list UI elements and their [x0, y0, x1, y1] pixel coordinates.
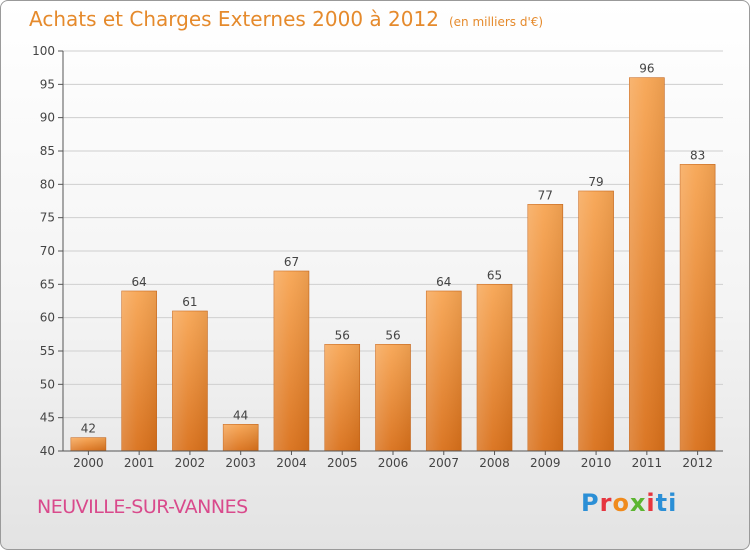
- bar-shine: [426, 291, 462, 451]
- y-tick-label: 100: [32, 44, 55, 58]
- x-tick-label: 2003: [225, 456, 256, 470]
- bar-value-label: 77: [538, 188, 553, 202]
- y-tick-label: 45: [40, 411, 55, 425]
- bar-shine: [629, 77, 665, 452]
- bar-value-label: 79: [588, 175, 603, 189]
- bar-shine: [70, 437, 106, 451]
- y-tick-label: 60: [40, 311, 55, 325]
- x-tick-label: 2012: [682, 456, 713, 470]
- bar-value-label: 64: [436, 275, 451, 289]
- bar-value-label: 64: [132, 275, 147, 289]
- chart-subtitle: (en milliers d'€): [448, 15, 544, 29]
- x-tick-label: 2005: [327, 456, 358, 470]
- proxiti-logo[interactable]: Proxiti: [581, 489, 678, 517]
- x-tick-label: 2007: [428, 456, 459, 470]
- x-tick-label: 2009: [530, 456, 561, 470]
- x-tick-label: 2010: [581, 456, 612, 470]
- x-tick-label: 2001: [124, 456, 155, 470]
- y-tick-label: 70: [40, 244, 55, 258]
- bar-value-label: 61: [182, 295, 197, 309]
- bar-value-label: 65: [487, 268, 502, 282]
- x-tick-label: 2006: [378, 456, 409, 470]
- location-name: NEUVILLE-SUR-VANNES: [37, 496, 248, 518]
- bar-shine: [680, 164, 716, 452]
- bar-shine: [375, 344, 411, 451]
- bar-shine: [527, 204, 563, 451]
- y-tick-label: 95: [40, 77, 55, 91]
- chart-title: Achats et Charges Externes 2000 à 2012 (e…: [29, 7, 544, 31]
- y-tick-label: 40: [40, 444, 55, 458]
- y-tick-label: 75: [40, 211, 55, 225]
- bar-value-label: 83: [690, 148, 705, 162]
- y-tick-label: 80: [40, 177, 55, 191]
- x-tick-label: 2004: [276, 456, 307, 470]
- bar-value-label: 96: [639, 62, 654, 76]
- bar-value-label: 44: [233, 408, 248, 422]
- bar-shine: [223, 424, 259, 451]
- bar-value-label: 67: [284, 255, 299, 269]
- bar-shine: [324, 344, 360, 451]
- x-tick-label: 2000: [73, 456, 104, 470]
- bar-value-label: 56: [385, 328, 400, 342]
- x-tick-label: 2011: [632, 456, 663, 470]
- bar-shine: [172, 311, 208, 451]
- bar-shine: [578, 191, 614, 451]
- bar-value-label: 42: [81, 422, 96, 436]
- y-tick-label: 55: [40, 344, 55, 358]
- bar-shine: [121, 291, 157, 451]
- x-tick-label: 2002: [175, 456, 206, 470]
- y-tick-label: 65: [40, 277, 55, 291]
- x-tick-label: 2008: [479, 456, 510, 470]
- y-tick-label: 50: [40, 377, 55, 391]
- y-tick-label: 85: [40, 144, 55, 158]
- bar-value-label: 56: [335, 328, 350, 342]
- y-tick-label: 90: [40, 111, 55, 125]
- bar-shine: [477, 284, 513, 451]
- bar-shine: [273, 271, 309, 451]
